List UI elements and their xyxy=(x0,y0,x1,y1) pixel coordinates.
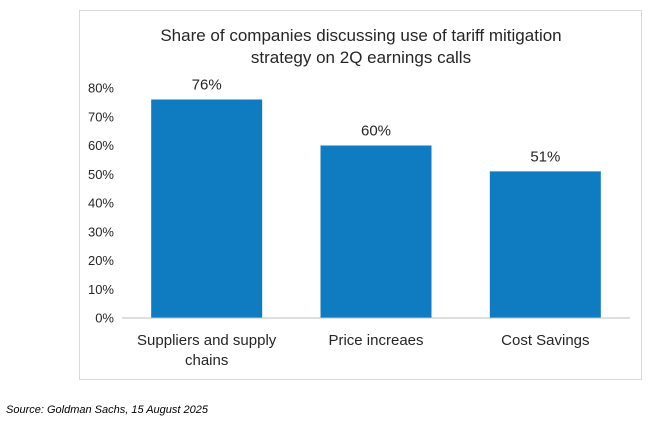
y-tick-label: 50% xyxy=(88,167,114,182)
data-label: 51% xyxy=(530,148,560,165)
bar xyxy=(489,171,601,318)
data-label: 76% xyxy=(192,77,222,94)
x-category-label: chains xyxy=(185,352,228,369)
y-tick-label: 40% xyxy=(88,196,114,211)
bar xyxy=(151,99,263,318)
x-category-label: Suppliers and supply xyxy=(137,332,277,349)
y-tick-label: 30% xyxy=(88,224,114,239)
bar-chart: Share of companies discussing use of tar… xyxy=(88,26,630,369)
bar xyxy=(320,145,432,318)
chart-title-line: Share of companies discussing use of tar… xyxy=(160,26,561,45)
y-tick-label: 0% xyxy=(95,311,114,326)
y-tick-label: 60% xyxy=(88,138,114,153)
x-category-label: Cost Savings xyxy=(501,332,589,349)
y-tick-label: 10% xyxy=(88,282,114,297)
y-tick-label: 80% xyxy=(88,81,114,96)
x-category-label: Price increaes xyxy=(328,332,423,349)
data-label: 60% xyxy=(361,123,391,140)
chart-area: Share of companies discussing use of tar… xyxy=(79,10,642,380)
source-note: Source: Goldman Sachs, 15 August 2025 xyxy=(6,404,208,416)
chart-title-line: strategy on 2Q earnings calls xyxy=(251,48,471,67)
y-tick-label: 70% xyxy=(88,109,114,124)
y-tick-label: 20% xyxy=(88,253,114,268)
